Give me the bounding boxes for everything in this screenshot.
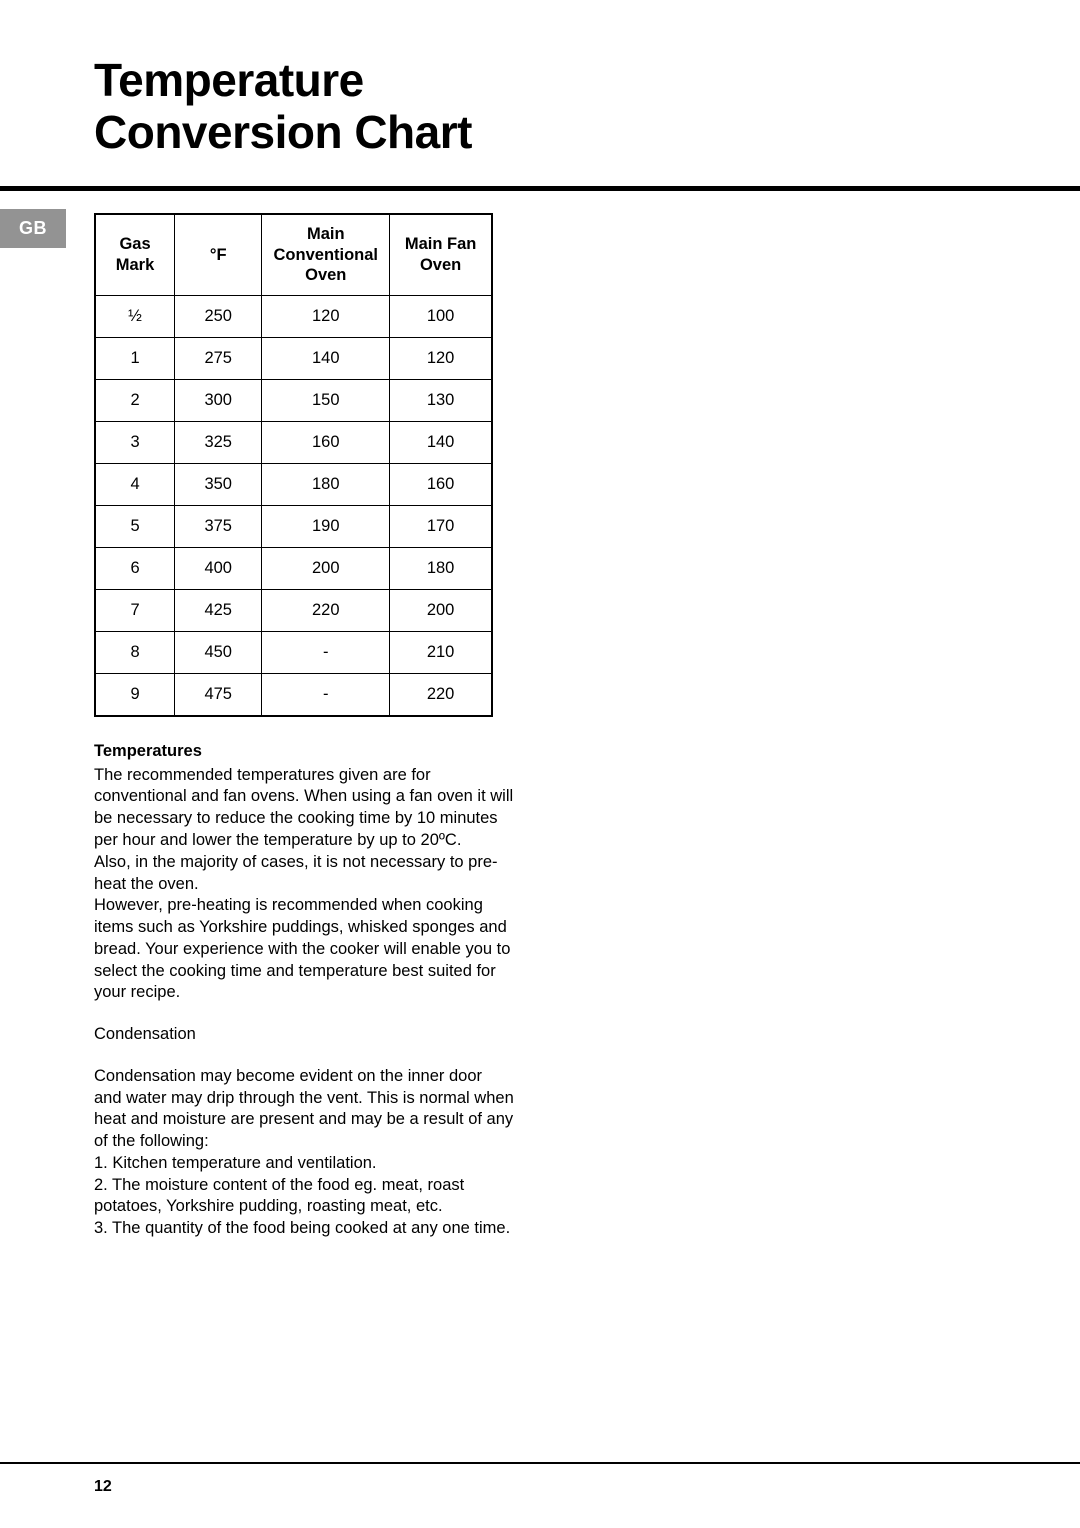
table-cell: 400: [175, 547, 262, 589]
table-row: 9475-220: [95, 673, 492, 716]
table-cell: 210: [390, 631, 492, 673]
table-cell: 200: [262, 547, 390, 589]
table-cell: 9: [95, 673, 175, 716]
table-cell: 200: [390, 589, 492, 631]
table-header-row: GasMark °F MainConventionalOven Main Fan…: [95, 214, 492, 295]
table-cell: 5: [95, 505, 175, 547]
table-cell: 100: [390, 295, 492, 337]
title-line-2: Conversion Chart: [94, 106, 472, 158]
table-row: 1275140120: [95, 337, 492, 379]
table-row: 5375190170: [95, 505, 492, 547]
page-number: 12: [94, 1478, 112, 1496]
table-cell: 160: [262, 421, 390, 463]
temperatures-paragraph-2: Also, in the majority of cases, it is no…: [94, 852, 514, 896]
temperatures-heading: Temperatures: [94, 741, 514, 763]
table-row: 2300150130: [95, 379, 492, 421]
region-tab-label: GB: [19, 218, 47, 239]
table-cell: 300: [175, 379, 262, 421]
table-cell: 475: [175, 673, 262, 716]
table-cell: 160: [390, 463, 492, 505]
page-title: Temperature Conversion Chart: [94, 55, 1080, 158]
temperatures-paragraph-3: However, pre-heating is recommended when…: [94, 895, 514, 1004]
temperatures-paragraph-1: The recommended temperatures given are f…: [94, 765, 514, 852]
table-cell: 7: [95, 589, 175, 631]
table-cell: 130: [390, 379, 492, 421]
table-cell: 140: [262, 337, 390, 379]
table-cell: 4: [95, 463, 175, 505]
table-cell: 250: [175, 295, 262, 337]
table-cell: 2: [95, 379, 175, 421]
table-cell: 170: [390, 505, 492, 547]
table-cell: 220: [262, 589, 390, 631]
region-tab: GB: [0, 209, 66, 248]
table-cell: 150: [262, 379, 390, 421]
table-cell: 375: [175, 505, 262, 547]
title-line-1: Temperature: [94, 54, 364, 106]
table-body: ½250120100127514012023001501303325160140…: [95, 295, 492, 716]
condensation-paragraph-1: Condensation may become evident on the i…: [94, 1066, 514, 1153]
content-column: GasMark °F MainConventionalOven Main Fan…: [0, 191, 510, 1240]
table-row: 7425220200: [95, 589, 492, 631]
page-title-block: Temperature Conversion Chart: [0, 0, 1080, 158]
table-cell: 8: [95, 631, 175, 673]
table-cell: 275: [175, 337, 262, 379]
footer-rule: [0, 1462, 1080, 1464]
table-row: 8450-210: [95, 631, 492, 673]
table-row: ½250120100: [95, 295, 492, 337]
table-cell: 190: [262, 505, 390, 547]
table-cell: -: [262, 673, 390, 716]
condensation-item-1: 1. Kitchen temperature and ventilation.: [94, 1153, 514, 1175]
table-cell: 3: [95, 421, 175, 463]
table-cell: 425: [175, 589, 262, 631]
col-header-conventional: MainConventionalOven: [262, 214, 390, 295]
table-cell: 120: [262, 295, 390, 337]
condensation-heading: Condensation: [94, 1024, 514, 1046]
table-cell: ½: [95, 295, 175, 337]
table-cell: 450: [175, 631, 262, 673]
table-cell: 120: [390, 337, 492, 379]
body-text: Temperatures The recommended temperature…: [94, 741, 514, 1240]
table-row: 4350180160: [95, 463, 492, 505]
table-cell: 180: [262, 463, 390, 505]
col-header-fahrenheit: °F: [175, 214, 262, 295]
table-row: 6400200180: [95, 547, 492, 589]
condensation-item-3: 3. The quantity of the food being cooked…: [94, 1218, 514, 1240]
table-cell: 180: [390, 547, 492, 589]
table-cell: 350: [175, 463, 262, 505]
table-cell: 140: [390, 421, 492, 463]
table-cell: 6: [95, 547, 175, 589]
col-header-gas-mark: GasMark: [95, 214, 175, 295]
table-cell: 325: [175, 421, 262, 463]
table-cell: 220: [390, 673, 492, 716]
table-cell: -: [262, 631, 390, 673]
table-row: 3325160140: [95, 421, 492, 463]
conversion-table: GasMark °F MainConventionalOven Main Fan…: [94, 213, 493, 717]
table-cell: 1: [95, 337, 175, 379]
condensation-item-2: 2. The moisture content of the food eg. …: [94, 1175, 514, 1219]
col-header-fan: Main FanOven: [390, 214, 492, 295]
